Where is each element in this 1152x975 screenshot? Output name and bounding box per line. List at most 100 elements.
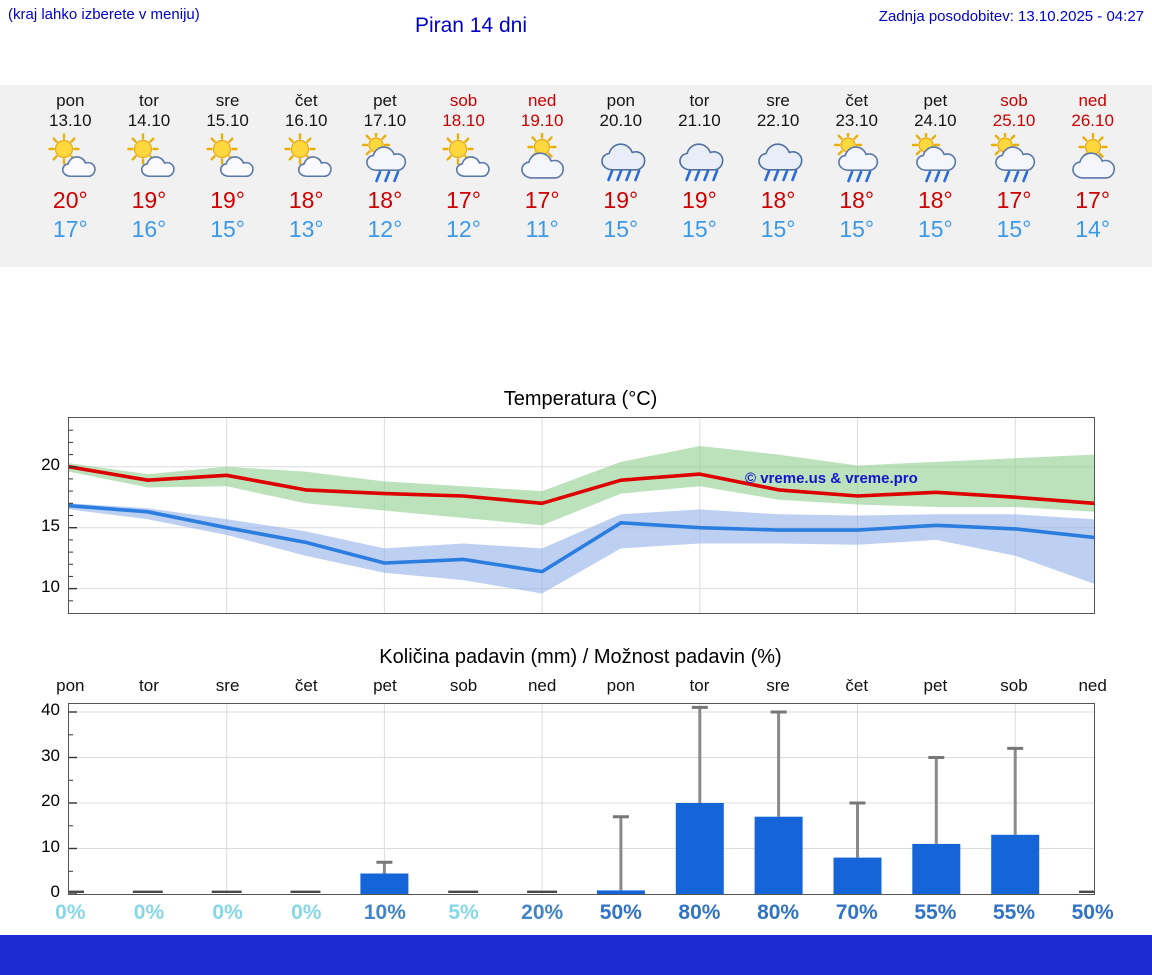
- precip-day-label: tor: [689, 676, 710, 695]
- precip-probability: 0%: [55, 901, 86, 924]
- low-temp: 12°: [446, 216, 481, 242]
- precip-day-label: pet: [373, 676, 397, 695]
- forecast-day[interactable]: pon 20.10 19° 15°: [581, 85, 660, 267]
- precip-zero-mark: [290, 890, 321, 893]
- day-name: čet: [845, 91, 869, 110]
- sun-cloud-icon: [284, 133, 332, 178]
- forecast-day[interactable]: tor 14.10 19° 16°: [110, 85, 189, 267]
- low-temp: 15°: [210, 216, 245, 242]
- day-date: 26.10: [1071, 111, 1114, 130]
- weather-icon: [117, 133, 181, 183]
- day-name: ned: [527, 91, 557, 110]
- precip-probability: 55%: [992, 901, 1036, 924]
- forecast-day[interactable]: sre 15.10 19° 15°: [188, 85, 267, 267]
- day-date: 24.10: [914, 111, 957, 130]
- temp-y-tick-label: 10: [41, 576, 60, 596]
- day-name: sre: [215, 91, 240, 110]
- cloud-sun-icon: [1071, 133, 1115, 179]
- precipitation-chart-svg: [69, 704, 1094, 894]
- weather-icon: [38, 133, 102, 183]
- high-temp: 17°: [524, 187, 560, 213]
- day-name: sre: [766, 91, 790, 110]
- precipitation-probability-row: 0% 0% 0% 0% 10% 5% 20% 50% 80% 80% 70% 55% 55% 50%: [31, 901, 1132, 925]
- precip-day-label: sre: [215, 676, 240, 695]
- precip-zero-mark: [448, 890, 479, 893]
- precip-probability: 50%: [1071, 901, 1114, 924]
- forecast-day[interactable]: pon 13.10 20° 17°: [31, 85, 110, 267]
- forecast-day[interactable]: ned 19.10 17° 11°: [503, 85, 582, 267]
- precip-day-label: sob: [1000, 676, 1028, 695]
- day-date: 21.10: [678, 111, 721, 130]
- forecast-day[interactable]: pet 24.10 18° 15°: [896, 85, 975, 267]
- forecast-day[interactable]: čet 23.10 18° 15°: [817, 85, 896, 267]
- precip-probability: 0%: [133, 901, 165, 924]
- y-axis-ticks: [69, 429, 77, 602]
- precip-bar: [912, 843, 961, 894]
- precip-y-tick-label: 40: [41, 700, 60, 719]
- day-date: 20.10: [599, 111, 643, 130]
- high-temp: 18°: [288, 187, 324, 213]
- day-date: 15.10: [206, 111, 249, 130]
- weather-icon: [1061, 133, 1125, 183]
- sun-cloud-icon: [441, 133, 490, 178]
- sun-rain-icon: [990, 133, 1036, 183]
- day-name: pet: [923, 91, 948, 110]
- forecast-day[interactable]: sre 22.10 18° 15°: [739, 85, 818, 267]
- high-temp: 18°: [760, 187, 796, 213]
- high-temp: 18°: [917, 187, 953, 213]
- precip-y-tick-label: 20: [41, 791, 60, 810]
- forecast-days: pon 13.10 20° 17° tor 14.10 19° 16° sre 15.10 19° 1…: [31, 85, 1132, 267]
- day-name: pet: [373, 91, 397, 110]
- precip-zero-mark: [211, 890, 242, 893]
- low-temp: 14°: [1075, 216, 1111, 242]
- temp-y-tick-label: 20: [41, 454, 60, 474]
- high-temp: 19°: [603, 187, 639, 213]
- precip-zero-mark: [132, 890, 163, 893]
- low-temp: 15°: [603, 216, 639, 242]
- low-temp: 12°: [367, 216, 403, 242]
- temperature-chart-svg: [69, 418, 1094, 613]
- weather-icon: [510, 133, 574, 183]
- precip-bar: [991, 834, 1040, 894]
- precip-probability: 55%: [914, 901, 957, 924]
- cloud-rain-icon: [679, 143, 724, 182]
- low-temp: 15°: [917, 216, 953, 242]
- weather-icon: [353, 133, 417, 183]
- sun-rain-icon: [361, 133, 407, 183]
- precip-probability: 80%: [678, 901, 721, 924]
- low-temp: 15°: [760, 216, 796, 242]
- precipitation-chart: [68, 703, 1095, 895]
- day-date: 17.10: [363, 111, 407, 130]
- location-menu-hint: (kraj lahko izberete v meniju): [8, 6, 200, 23]
- day-date: 23.10: [835, 111, 878, 130]
- high-temp: 17°: [1075, 187, 1111, 213]
- precip-day-label: ned: [1078, 676, 1107, 695]
- day-name: ned: [1078, 91, 1107, 110]
- day-date: 16.10: [284, 111, 328, 130]
- precip-day-label: pet: [923, 676, 948, 695]
- min-temperature-line: [69, 503, 1094, 574]
- copyright-watermark: © vreme.us & vreme.pro: [745, 470, 918, 487]
- forecast-day[interactable]: ned 26.10 17° 14°: [1053, 85, 1132, 267]
- precip-bar: [754, 816, 803, 894]
- precip-probability: 5%: [448, 901, 479, 924]
- sun-cloud-icon: [127, 133, 175, 178]
- forecast-day[interactable]: sob 18.10 17° 12°: [424, 85, 503, 267]
- forecast-day[interactable]: pet 17.10 18° 12°: [346, 85, 425, 267]
- precip-day-label: sre: [766, 676, 790, 695]
- precip-y-tick-label: 30: [41, 745, 60, 765]
- sun-rain-icon: [912, 133, 957, 183]
- day-date: 19.10: [520, 111, 564, 130]
- temperature-chart: [68, 417, 1095, 614]
- forecast-day[interactable]: čet 16.10 18° 13°: [267, 85, 346, 267]
- precip-day-label: pon: [606, 676, 635, 695]
- weather-icon: [196, 133, 260, 183]
- weather-icon: [903, 133, 967, 183]
- precipitation-day-labels: pon tor sre čet pet sob ned pon tor sre čet pet sob n…: [31, 676, 1132, 696]
- low-temp: 15°: [996, 216, 1032, 242]
- forecast-day[interactable]: sob 25.10 17° 15°: [975, 85, 1054, 267]
- precip-probability: 0%: [291, 901, 322, 924]
- precip-probability: 0%: [212, 901, 243, 924]
- forecast-day[interactable]: tor 21.10 19° 15°: [660, 85, 739, 267]
